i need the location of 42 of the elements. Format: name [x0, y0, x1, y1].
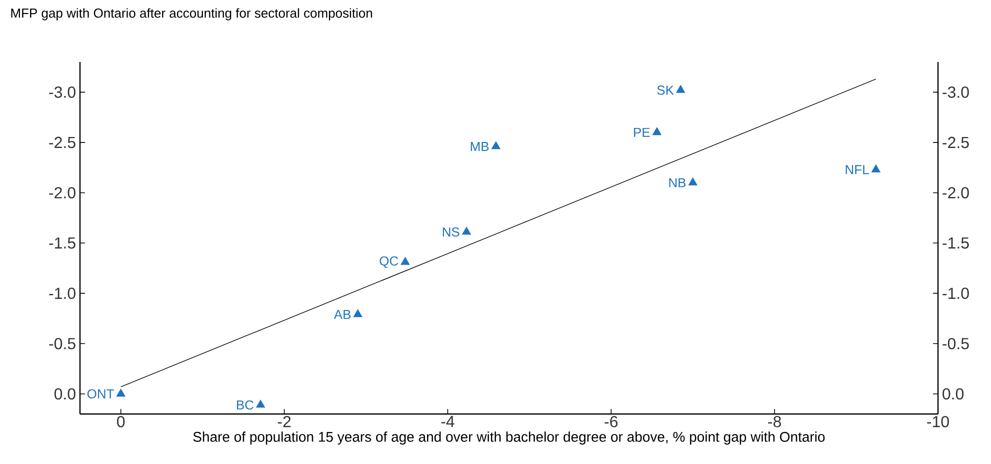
y2-tick-label: -2.0 — [49, 187, 76, 198]
y-tick-label: -2.5 — [942, 136, 969, 148]
annotation: QC — [380, 256, 398, 268]
y2-tick-label: -0.5 — [49, 338, 76, 350]
annotation: BC — [236, 400, 254, 410]
y-tick-label: -3.0 — [942, 86, 969, 98]
y-tick-label: -1.5 — [942, 237, 969, 249]
point — [354, 310, 362, 318]
x-tick-label: -2 — [278, 416, 291, 428]
annotation: MB — [470, 142, 489, 151]
annotation: NB — [669, 178, 686, 188]
x-axis-title: Share of population 15 years of age and over with bachelor degree or above, % point gap with Ontario — [193, 432, 825, 445]
point — [116, 389, 126, 397]
y-tick-label: -1.0 — [942, 288, 969, 299]
annotation: NS — [442, 227, 460, 237]
point — [688, 178, 698, 186]
chart-title: MFP gap with Ontario after accounting for sectoral composition — [11, 8, 372, 20]
y2-tick-label: -1.5 — [49, 237, 76, 249]
y2-tick-label: -1.0 — [49, 288, 76, 299]
point — [256, 400, 265, 408]
x-tick-label: -4 — [441, 416, 454, 427]
point — [400, 257, 410, 265]
x-tick-label: -8 — [768, 416, 781, 428]
annotation: AB — [334, 310, 351, 319]
point — [676, 85, 685, 93]
y2-tick-label: -2.5 — [49, 136, 76, 148]
point — [492, 142, 500, 150]
annotation: ONT — [87, 389, 114, 398]
x-tick-label: 0 — [117, 416, 125, 428]
annotation: NFL — [846, 165, 869, 174]
y2-tick-label: -3.0 — [49, 86, 76, 98]
y-tick-label: 0.0 — [942, 388, 964, 400]
point — [872, 164, 880, 172]
y2-tick-label: 0.0 — [54, 388, 76, 400]
x-tick-label: -10 — [927, 416, 949, 428]
x-tick-label: -6 — [604, 416, 618, 428]
point — [462, 227, 471, 235]
annotation: PE — [634, 128, 650, 137]
y-tick-label: -0.5 — [942, 338, 969, 350]
annotation: SK — [657, 86, 674, 95]
y-tick-label: -2.0 — [942, 187, 969, 198]
point — [652, 128, 662, 136]
